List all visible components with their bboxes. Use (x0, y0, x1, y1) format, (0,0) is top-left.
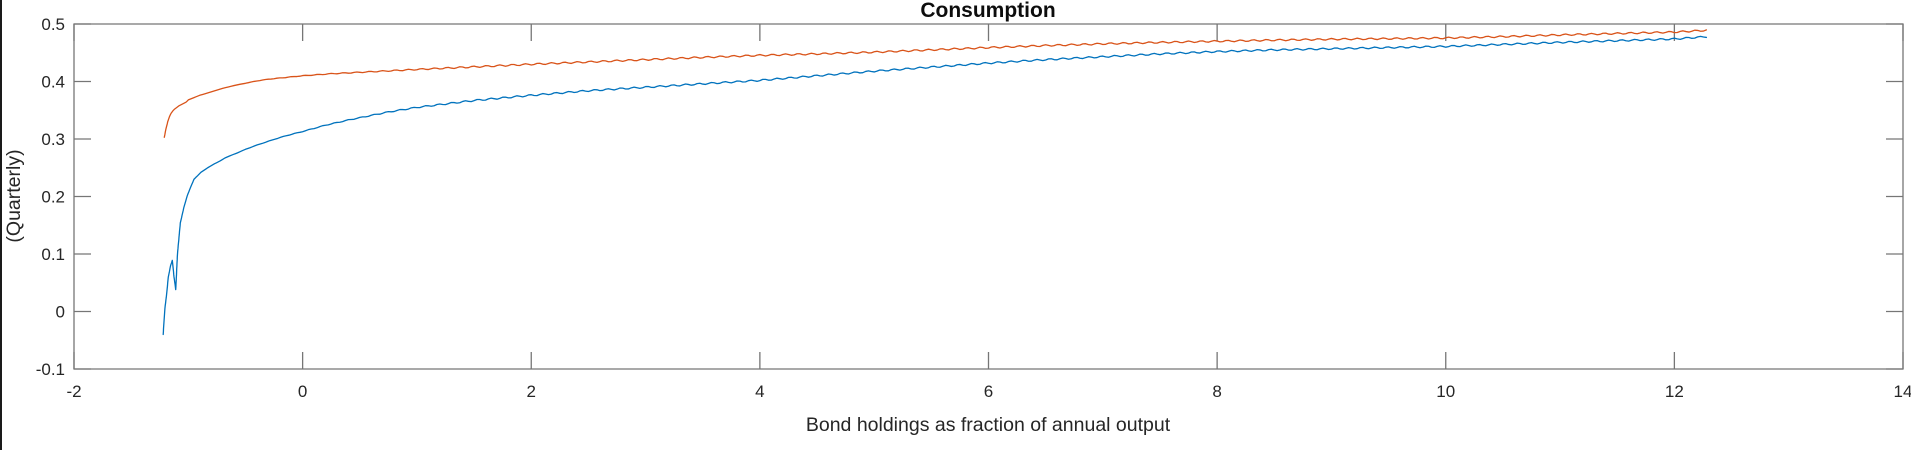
x-tick-label: 12 (1665, 382, 1684, 401)
orange-curve-line (163, 29, 1708, 138)
x-tick-label: 10 (1436, 382, 1455, 401)
chart-title: Consumption (920, 0, 1055, 22)
x-tick-label: 0 (298, 382, 307, 401)
y-tick-label: 0.3 (41, 130, 65, 149)
series-layer (162, 29, 1708, 336)
x-tick-label: 8 (1212, 382, 1221, 401)
blue-curve-line (162, 35, 1708, 336)
x-tick-label: 4 (755, 382, 764, 401)
plot-box (73, 23, 1904, 370)
screenshot-left-edge (0, 0, 2, 450)
y-tick-label: -0.1 (36, 360, 65, 379)
y-axis-label: (Quarterly) (3, 149, 25, 242)
y-tick-label: 0.1 (41, 245, 65, 264)
axes-layer: -2 0 2 4 6 8 10 12 14 -0.1 0 0.1 0.2 0.3 0.4 0.5 (36, 15, 1911, 401)
y-tick-label: 0.5 (41, 15, 65, 34)
x-tick-label: -2 (66, 382, 81, 401)
y-tick-label: 0.4 (41, 73, 65, 92)
y-tick-label: 0 (56, 303, 65, 322)
x-tick-label: 2 (527, 382, 536, 401)
x-tick-label: 6 (984, 382, 993, 401)
x-tick-label: 14 (1894, 382, 1911, 401)
y-tick-label: 0.2 (41, 188, 65, 207)
x-axis-label: Bond holdings as fraction of annual outp… (806, 414, 1171, 436)
